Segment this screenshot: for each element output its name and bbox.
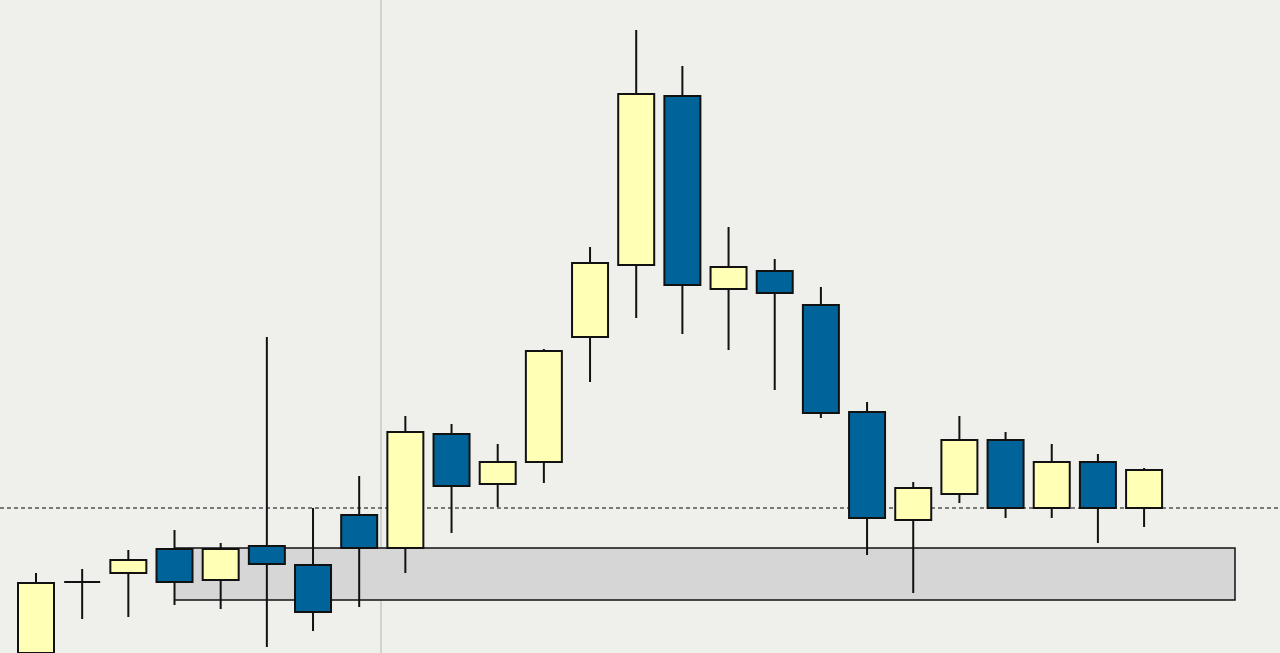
candle-body <box>109 559 148 574</box>
candle-body <box>755 270 794 294</box>
candle-body <box>340 514 379 549</box>
candle-body <box>524 350 563 463</box>
candle-body <box>848 411 887 519</box>
candle-body <box>709 266 748 290</box>
candle-body <box>432 433 471 487</box>
candle-body <box>617 93 656 266</box>
candle-body <box>663 95 702 286</box>
candle-body <box>155 548 194 583</box>
candle-body <box>478 461 517 485</box>
candle-body <box>247 545 286 565</box>
candle-body <box>386 431 425 549</box>
candle-body <box>294 564 333 613</box>
candle-body <box>17 582 55 653</box>
candle-body <box>1032 461 1071 509</box>
candle-body <box>571 262 610 338</box>
candle-body <box>201 548 240 581</box>
candle-body <box>940 439 979 495</box>
candle-body <box>894 487 933 521</box>
candle-body <box>801 304 840 414</box>
zone <box>173 547 1236 601</box>
candle-body <box>1078 461 1117 509</box>
candle-body <box>1125 469 1164 509</box>
candle-body <box>986 439 1025 509</box>
